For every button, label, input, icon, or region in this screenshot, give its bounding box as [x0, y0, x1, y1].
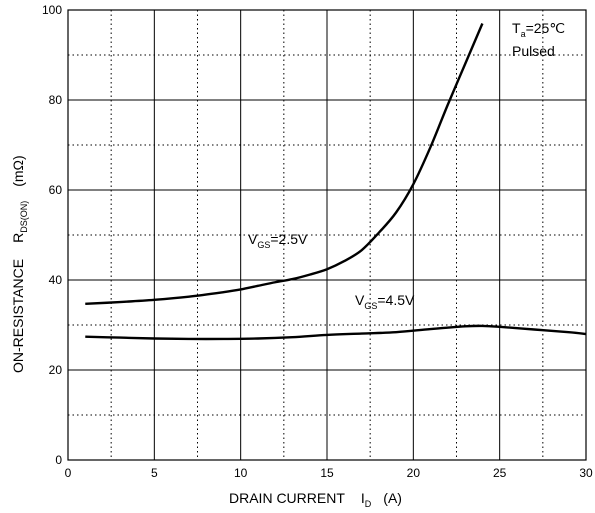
temperature-annotation: Ta=25℃ — [512, 20, 565, 39]
x-tick-label: 30 — [579, 466, 593, 480]
x-tick-label: 5 — [151, 466, 158, 480]
y-tick-label: 100 — [42, 3, 62, 17]
series-line-vgs-4-5v — [85, 324, 587, 341]
y-axis-label: ON-RESISTANCERDS(ON)(mΩ) — [10, 155, 29, 373]
tick-labels: 0 5 10 15 20 25 30 0 20 40 60 80 100 — [42, 3, 593, 480]
x-tick-label: 15 — [320, 466, 334, 480]
x-tick-label: 25 — [493, 466, 507, 480]
x-axis-label: DRAIN CURRENT ID (A) — [229, 490, 402, 509]
x-tick-label: 20 — [407, 466, 421, 480]
x-tick-label: 10 — [234, 466, 248, 480]
grid — [68, 10, 586, 460]
series-label-vgs-2-5v: VGS=2.5V — [248, 231, 308, 250]
plot-frame — [67, 9, 587, 461]
y-tick-label: 40 — [49, 273, 63, 287]
y-tick-label: 60 — [49, 183, 63, 197]
y-tick-label: 20 — [49, 363, 63, 377]
y-tick-label: 80 — [49, 93, 63, 107]
curves — [85, 23, 587, 341]
x-tick-label: 0 — [65, 466, 72, 480]
series-label-vgs-4-5v: VGS=4.5V — [355, 292, 415, 311]
series-line-vgs-2-5v — [85, 23, 484, 306]
y-tick-label: 0 — [55, 453, 62, 467]
pulsed-annotation: Pulsed — [512, 43, 555, 59]
